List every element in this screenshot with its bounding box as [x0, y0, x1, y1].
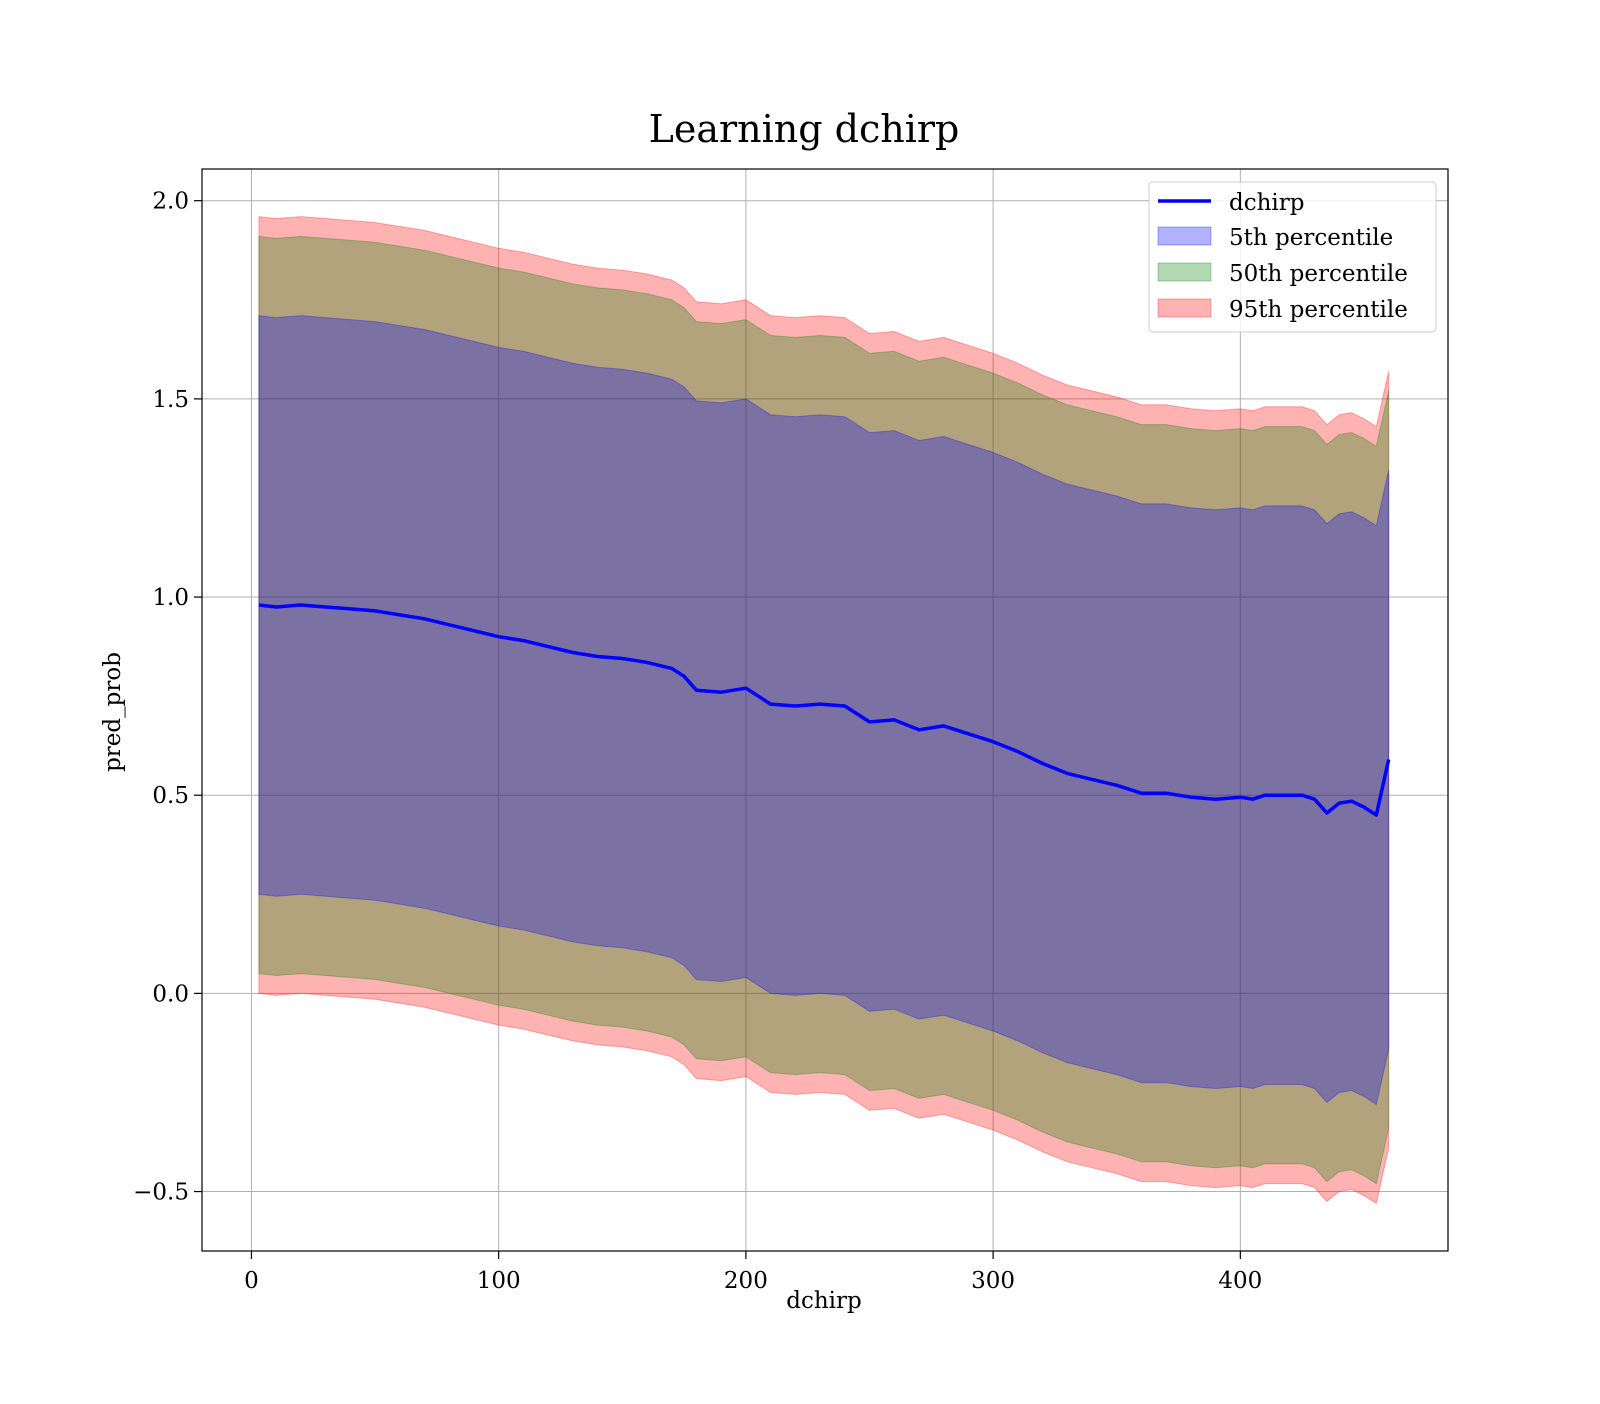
legend-label-95th: 95th percentile	[1229, 297, 1408, 323]
band-layer	[258, 216, 1390, 1205]
band-95th-percentile	[258, 216, 1390, 1205]
legend: dchirp 5th percentile 50th percentile 95…	[1148, 181, 1437, 333]
tick-layer: 0 100 200 300 400 −0.5 0.0 0.5 1.0 1.5 2.0	[133, 189, 1262, 1294]
y-tick-label: 1.5	[152, 387, 189, 413]
band-5th-percentile	[258, 315, 1390, 1106]
series-line-dchirp	[258, 603, 1391, 817]
legend-label-dchirp: dchirp	[1229, 190, 1305, 216]
x-tick-label: 100	[477, 1268, 521, 1294]
x-tick-label: 200	[724, 1268, 768, 1294]
x-tick-label: 0	[244, 1268, 259, 1294]
legend-swatch-95th	[1157, 298, 1212, 318]
y-tick-label: 1.0	[152, 585, 189, 611]
x-tick-label: 400	[1218, 1268, 1262, 1294]
grid-layer	[202, 169, 1448, 1251]
y-tick-label: 0.0	[152, 981, 189, 1007]
legend-box	[1148, 181, 1437, 333]
plot-frame	[201, 168, 1449, 1252]
chart-title: Learning dchirp	[649, 107, 960, 151]
x-axis-label: dchirp	[786, 1288, 862, 1314]
legend-label-50th: 50th percentile	[1229, 261, 1408, 287]
y-tick-label: 2.0	[152, 189, 189, 215]
line-layer	[258, 603, 1391, 817]
y-axis-label: pred_prob	[100, 652, 126, 772]
legend-swatch-5th	[1157, 226, 1212, 246]
x-tick-label: 300	[971, 1268, 1015, 1294]
y-tick-label: −0.5	[133, 1180, 189, 1206]
legend-label-5th: 5th percentile	[1229, 225, 1393, 251]
band-50th-percentile	[258, 235, 1390, 1185]
y-tick-label: 0.5	[152, 783, 189, 809]
legend-swatch-50th	[1157, 262, 1212, 282]
